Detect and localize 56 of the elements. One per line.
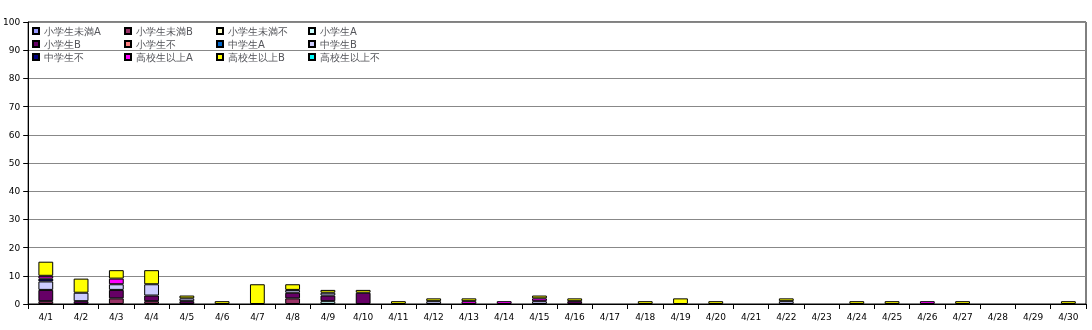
- legend-label: 高校生以上不: [320, 51, 380, 63]
- x-tick-label: 4/2: [73, 311, 89, 322]
- bar: [320, 295, 336, 302]
- x-tick-label: 4/21: [740, 311, 762, 322]
- legend-label: 小学生未満B: [136, 25, 193, 37]
- legend-label: 小学生未満不: [228, 25, 288, 37]
- x-tick-label: 4/25: [881, 311, 903, 322]
- x-tick-label: 4/28: [987, 311, 1009, 322]
- x-tick-label: 4/24: [846, 311, 868, 322]
- y-tick-label: 70: [8, 101, 21, 112]
- x-tick-label: 4/4: [144, 311, 160, 322]
- x-tick-label: 4/15: [529, 311, 550, 322]
- y-tick-label: 100: [2, 17, 21, 27]
- legend-label: 高校生以上B: [228, 51, 285, 63]
- x-tick-label: 4/5: [179, 311, 195, 322]
- x-tick-label: 4/23: [811, 311, 832, 322]
- legend-label: 中学生不: [44, 51, 84, 63]
- y-tick-label: 20: [8, 242, 21, 253]
- x-tick-label: 4/19: [670, 311, 691, 322]
- y-tick-label: 80: [8, 73, 21, 84]
- legend-label: 小学生A: [320, 25, 357, 37]
- y-tick-label: 30: [8, 214, 21, 225]
- legend-label: 小学生不: [136, 38, 176, 50]
- x-tick-label: 4/30: [1058, 311, 1079, 322]
- x-tick-label: 4/14: [494, 311, 515, 322]
- bar: [38, 261, 54, 276]
- x-tick-label: 4/11: [388, 311, 409, 322]
- x-tick-label: 4/26: [917, 311, 938, 322]
- x-tick-label: 4/10: [353, 311, 374, 322]
- y-tick-label: 90: [8, 45, 21, 56]
- x-tick-label: 4/17: [599, 311, 621, 322]
- x-tick-label: 4/27: [952, 311, 973, 322]
- x-tick-label: 4/8: [285, 311, 301, 322]
- y-tick-label: 50: [8, 158, 21, 168]
- x-tick-label: 4/22: [776, 311, 797, 322]
- x-tick-label: 4/1: [38, 311, 54, 322]
- x-tick-label: 4/16: [564, 311, 586, 322]
- legend-label: 中学生B: [320, 38, 357, 50]
- x-tick-label: 4/18: [635, 311, 656, 322]
- x-tick-label: 4/12: [423, 311, 444, 322]
- y-tick-label: 60: [8, 129, 21, 140]
- y-tick-label: 40: [8, 186, 21, 197]
- y-tick-label: 0: [14, 299, 21, 309]
- x-tick-label: 4/9: [320, 311, 336, 322]
- x-tick-label: 4/3: [109, 311, 124, 322]
- y-tick-label: 10: [8, 270, 21, 281]
- legend-label: 高校生以上A: [136, 51, 193, 63]
- legend-label: 小学生未満A: [44, 25, 101, 37]
- x-tick-label: 4/29: [1023, 311, 1044, 322]
- x-tick-label: 4/6: [214, 311, 230, 322]
- x-tick-label: 4/13: [458, 311, 480, 322]
- x-tick-label: 4/7: [250, 311, 265, 322]
- bar: [285, 284, 301, 290]
- x-tick-label: 4/20: [705, 311, 727, 322]
- legend-label: 中学生A: [228, 38, 265, 50]
- legend-label: 小学生B: [44, 38, 81, 50]
